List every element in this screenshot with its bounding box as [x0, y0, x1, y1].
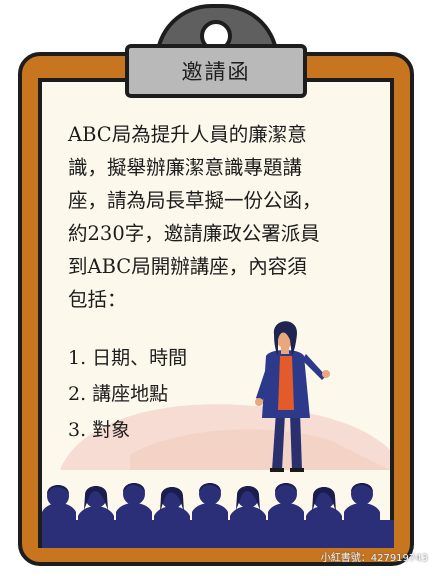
title-plate: 邀請函 [125, 44, 307, 98]
page-title: 邀請函 [181, 60, 251, 84]
list-item: 1. 日期、時間 [68, 347, 188, 369]
body-line: 識，擬舉辦廉潔意識專題講 [68, 156, 303, 179]
body-line: 包括： [68, 288, 127, 311]
watermark-text: 小紅書號：427919743 [320, 553, 428, 564]
instruction-paragraph: ABC局為提升人員的廉潔意 識，擬舉辦廉潔意識專題講 座，請為局長草擬一份公函，… [68, 118, 374, 316]
requirement-list: 1. 日期、時間 2. 講座地點 3. 對象 [68, 340, 187, 448]
audience-row [42, 483, 394, 548]
body-line: 到ABC局開辦講座，內容須 [68, 255, 307, 278]
list-item: 2. 講座地點 [68, 383, 169, 405]
stage-shadow [130, 429, 390, 470]
speaker-figure [255, 321, 330, 472]
body-line: ABC局為提升人員的廉潔意 [68, 123, 307, 146]
body-line: 座，請為局長草擬一份公函， [68, 189, 322, 212]
list-item: 3. 對象 [68, 419, 131, 441]
body-line: 約230字，邀請廉政公署派員 [68, 222, 320, 245]
